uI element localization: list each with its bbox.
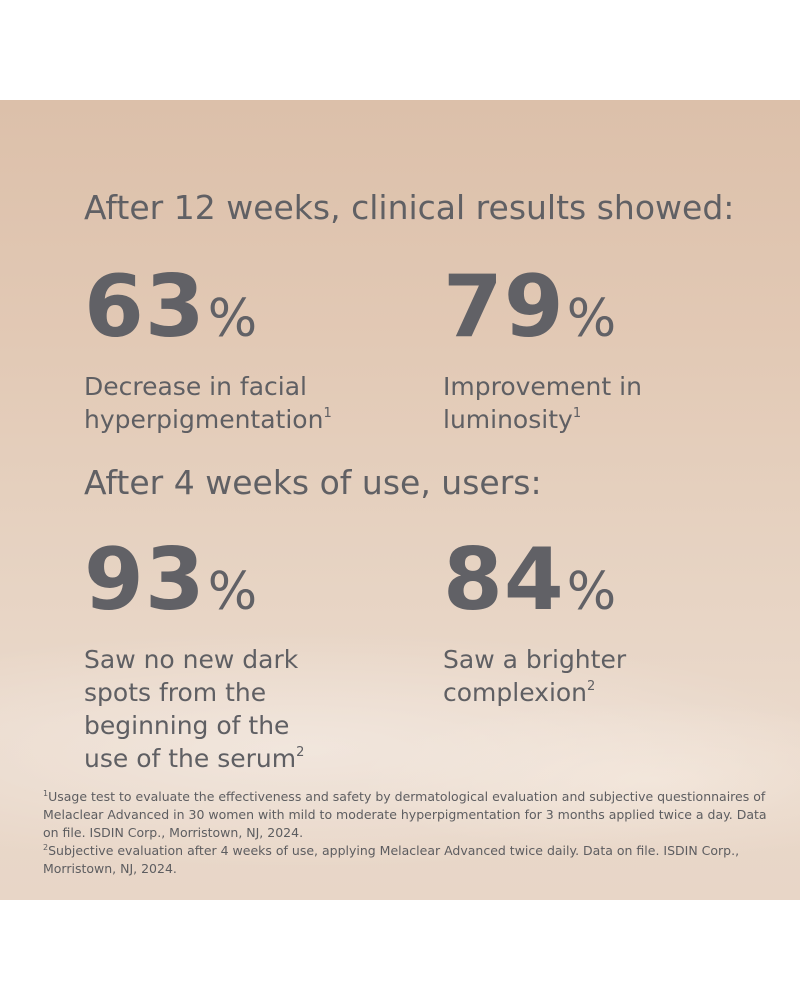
stat-percent-sign: % bbox=[566, 562, 618, 622]
stat-value: 93% bbox=[84, 535, 384, 637]
stat-no-new-dark-spots: 93% Saw no new dark spots from the begin… bbox=[84, 535, 384, 775]
heading-4-weeks: After 4 weeks of use, users: bbox=[84, 463, 542, 502]
background-glow-secondary bbox=[350, 700, 800, 860]
stat-description: Saw a brighter complexion2 bbox=[443, 643, 626, 709]
stat-value: 63% bbox=[84, 262, 384, 364]
footnote-ref: 1 bbox=[323, 406, 332, 421]
stat-percent-sign: % bbox=[566, 289, 618, 349]
stat-number: 79 bbox=[443, 257, 565, 357]
footnote-marker: 2 bbox=[43, 843, 49, 852]
desc-line: luminosity bbox=[443, 405, 573, 434]
stat-description: Saw no new dark spots from the beginning… bbox=[84, 643, 384, 775]
stat-number: 84 bbox=[443, 530, 565, 630]
stat-value: 79% bbox=[443, 262, 642, 364]
footnote-marker: 1 bbox=[43, 789, 49, 798]
stat-percent-sign: % bbox=[207, 562, 259, 622]
heading-12-weeks: After 12 weeks, clinical results showed: bbox=[84, 188, 735, 227]
stat-luminosity: 79% Improvement in luminosity1 bbox=[443, 262, 642, 436]
desc-line: beginning of the bbox=[84, 711, 290, 740]
background-glow bbox=[0, 620, 800, 880]
desc-line: complexion bbox=[443, 678, 588, 707]
desc-line: Decrease in facial bbox=[84, 372, 307, 401]
stat-percent-sign: % bbox=[207, 289, 259, 349]
stat-number: 63 bbox=[84, 257, 206, 357]
footnote-text: Subjective evaluation after 4 weeks of u… bbox=[43, 843, 740, 876]
footnote-2: 2Subjective evaluation after 4 weeks of … bbox=[43, 842, 768, 878]
footnote-ref: 1 bbox=[572, 406, 582, 421]
stat-brighter-complexion: 84% Saw a brighter complexion2 bbox=[443, 535, 626, 709]
footnote-ref: 2 bbox=[296, 745, 305, 760]
stat-number: 93 bbox=[84, 530, 206, 630]
footnote-text: Usage test to evaluate the effectiveness… bbox=[43, 789, 767, 840]
stat-value: 84% bbox=[443, 535, 626, 637]
desc-line: Saw a brighter bbox=[443, 645, 627, 674]
desc-line: Saw no new dark bbox=[84, 645, 299, 674]
desc-line: use of the serum bbox=[84, 744, 297, 773]
stat-description: Improvement in luminosity1 bbox=[443, 370, 642, 436]
footnote-ref: 2 bbox=[587, 679, 596, 694]
results-banner bbox=[0, 100, 800, 900]
footnote-1: 1Usage test to evaluate the effectivenes… bbox=[43, 788, 768, 842]
stat-hyperpigmentation: 63% Decrease in facial hyperpigmentation… bbox=[84, 262, 384, 436]
desc-line: Improvement in bbox=[443, 372, 642, 401]
desc-line: hyperpigmentation bbox=[84, 405, 324, 434]
stat-description: Decrease in facial hyperpigmentation1 bbox=[84, 370, 384, 436]
desc-line: spots from the bbox=[84, 678, 267, 707]
footnotes: 1Usage test to evaluate the effectivenes… bbox=[43, 788, 768, 878]
